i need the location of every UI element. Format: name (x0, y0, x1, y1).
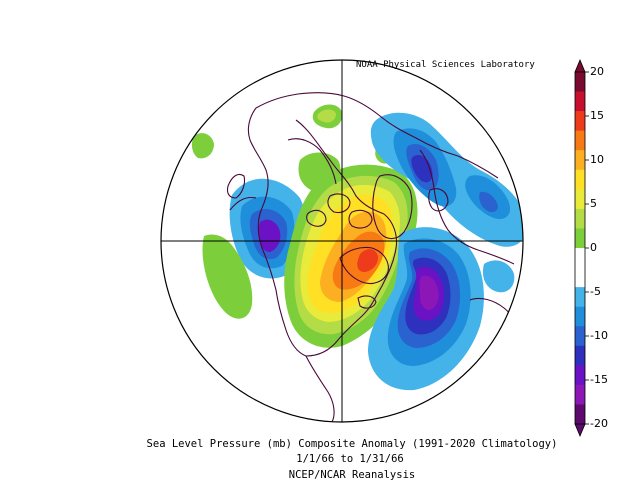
colorbar-tick-label: 0 (590, 241, 597, 254)
colorbar-swatch (575, 404, 585, 425)
colorbar-bottom-arrow (574, 423, 586, 438)
colorbar-swatch (575, 248, 585, 268)
colorbar-swatch (575, 130, 585, 151)
colorbar-swatch (575, 150, 585, 171)
colorbar-tick-label: -5 (590, 285, 601, 298)
colorbar-tick-label: 5 (590, 197, 597, 210)
colorbar-swatch (575, 208, 585, 229)
colorbar (574, 58, 589, 438)
caption-date-range: 1/1/66 to 1/31/66 (296, 453, 404, 465)
colorbar-swatch (575, 365, 585, 386)
colorbar-swatch (575, 91, 585, 112)
colorbar-swatch (575, 228, 585, 249)
pacific-positive-streak (202, 234, 253, 319)
credit-text: NOAA Physical Sciences Laboratory (356, 60, 535, 70)
colorbar-tick-label: -10 (590, 329, 608, 342)
graticule (161, 60, 523, 422)
colorbar-swatch (575, 267, 585, 288)
colorbar-swatch (575, 384, 585, 405)
colorbar-tick-label: -15 (590, 373, 608, 386)
anomaly-fill (161, 60, 523, 422)
caption-title: Sea Level Pressure (mb) Composite Anomal… (146, 438, 558, 450)
colorbar-swatch (575, 306, 585, 327)
colorbar-swatch (575, 287, 585, 307)
colorbar-swatch (575, 111, 585, 131)
colorbar-tick-label: 10 (590, 153, 604, 166)
map-boundary (160, 59, 524, 423)
colorbar-tick-label: -20 (590, 417, 608, 430)
colorbar-swatch (575, 169, 585, 190)
colorbar-swatch (575, 326, 585, 347)
colorbar-tick-label: 15 (590, 109, 604, 122)
colorbar-top-arrow (574, 58, 586, 73)
colorbar-tick-label: 20 (590, 65, 604, 78)
caption-source: NCEP/NCAR Reanalysis (288, 469, 416, 481)
colorbar-swatch (575, 345, 585, 366)
colorbar-swatch (575, 189, 585, 210)
colorbar-swatch (575, 72, 585, 92)
